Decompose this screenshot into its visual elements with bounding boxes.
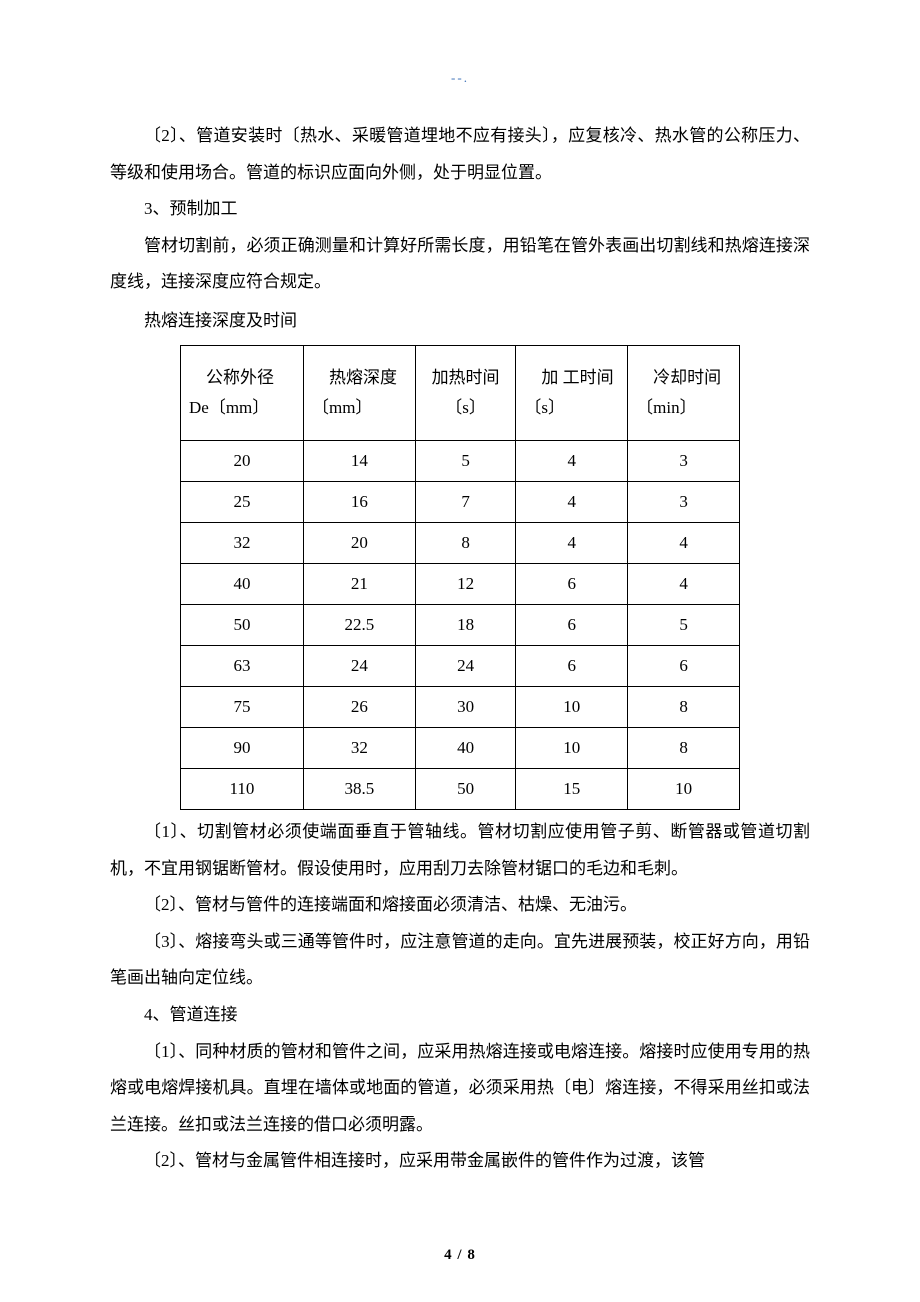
table-cell: 16 [303,482,415,523]
table-cell: 20 [303,523,415,564]
table-cell: 40 [415,728,516,769]
table-row: 11038.5501510 [181,769,740,810]
table-cell: 6 [516,646,628,687]
table-cell: 40 [181,564,304,605]
table-cell: 22.5 [303,605,415,646]
col-header-work-time: 加 工时间〔s〕 [516,346,628,441]
table-row: 752630108 [181,687,740,728]
page-number: 4 / 8 [0,1247,920,1264]
table-cell: 21 [303,564,415,605]
table-cell: 6 [516,605,628,646]
table-cell: 90 [181,728,304,769]
table-cell: 5 [628,605,740,646]
table-cell: 3 [628,441,740,482]
table-cell: 6 [628,646,740,687]
table-cell: 24 [303,646,415,687]
table-cell: 4 [516,482,628,523]
heading-connection: 4、管道连接 [110,997,810,1034]
paragraph-prefab-intro: 管材切割前，必须正确测量和计算好所需长度，用铅笔在管外表画出切割线和热熔连接深度… [110,228,810,301]
table-cell: 4 [628,564,740,605]
table-cell: 4 [516,441,628,482]
table-row: 903240108 [181,728,740,769]
table-header-row: 公称外径 De〔mm〕 热熔深度〔mm〕 加热时间〔s〕 加 工时间〔s〕 冷却… [181,346,740,441]
header-mark: --. [110,70,810,86]
table-cell: 7 [415,482,516,523]
table-caption: 热熔连接深度及时间 [110,303,810,340]
table-row: 63242466 [181,646,740,687]
table-cell: 14 [303,441,415,482]
table-cell: 38.5 [303,769,415,810]
table-cell: 5 [415,441,516,482]
table-cell: 4 [628,523,740,564]
table-cell: 10 [628,769,740,810]
paragraph-cut-3: 〔3〕、熔接弯头或三通等管件时，应注意管道的走向。宜先进展预装，校正好方向，用铅… [110,924,810,997]
table-cell: 50 [415,769,516,810]
table-cell: 63 [181,646,304,687]
fusion-table: 公称外径 De〔mm〕 热熔深度〔mm〕 加热时间〔s〕 加 工时间〔s〕 冷却… [180,345,740,810]
table-cell: 8 [415,523,516,564]
table-cell: 110 [181,769,304,810]
table-cell: 26 [303,687,415,728]
paragraph-cut-2: 〔2〕、管材与管件的连接端面和熔接面必须清洁、枯燥、无油污。 [110,887,810,924]
table-cell: 30 [415,687,516,728]
paragraph-conn-2: 〔2〕、管材与金属管件相连接时，应采用带金属嵌件的管件作为过渡，该管 [110,1143,810,1180]
col-header-depth: 热熔深度〔mm〕 [303,346,415,441]
table-row: 3220844 [181,523,740,564]
paragraph-2-2: 〔2〕、管道安装时〔热水、采暖管道埋地不应有接头〕，应复核冷、热水管的公称压力、… [110,118,810,191]
col-header-heat-time: 加热时间〔s〕 [415,346,516,441]
paragraph-conn-1: 〔1〕、同种材质的管材和管件之间，应采用热熔连接或电熔连接。熔接时应使用专用的热… [110,1034,810,1144]
table-cell: 18 [415,605,516,646]
table-cell: 24 [415,646,516,687]
table-cell: 3 [628,482,740,523]
table-cell: 50 [181,605,304,646]
col-header-diameter: 公称外径 De〔mm〕 [181,346,304,441]
table-cell: 10 [516,687,628,728]
heading-prefab: 3、预制加工 [110,191,810,228]
table-body: 201454325167433220844402112645022.518656… [181,441,740,810]
table-row: 2516743 [181,482,740,523]
table-cell: 32 [181,523,304,564]
table-row: 40211264 [181,564,740,605]
table-cell: 20 [181,441,304,482]
table-cell: 8 [628,728,740,769]
table-cell: 25 [181,482,304,523]
table-cell: 8 [628,687,740,728]
table-cell: 75 [181,687,304,728]
table-cell: 10 [516,728,628,769]
col-header-cool-time: 冷却时间〔min〕 [628,346,740,441]
paragraph-cut-1: 〔1〕、切割管材必须使端面垂直于管轴线。管材切割应使用管子剪、断管器或管道切割机… [110,814,810,887]
table-row: 2014543 [181,441,740,482]
table-cell: 32 [303,728,415,769]
table-cell: 4 [516,523,628,564]
table-cell: 15 [516,769,628,810]
table-cell: 6 [516,564,628,605]
table-cell: 12 [415,564,516,605]
table-row: 5022.51865 [181,605,740,646]
